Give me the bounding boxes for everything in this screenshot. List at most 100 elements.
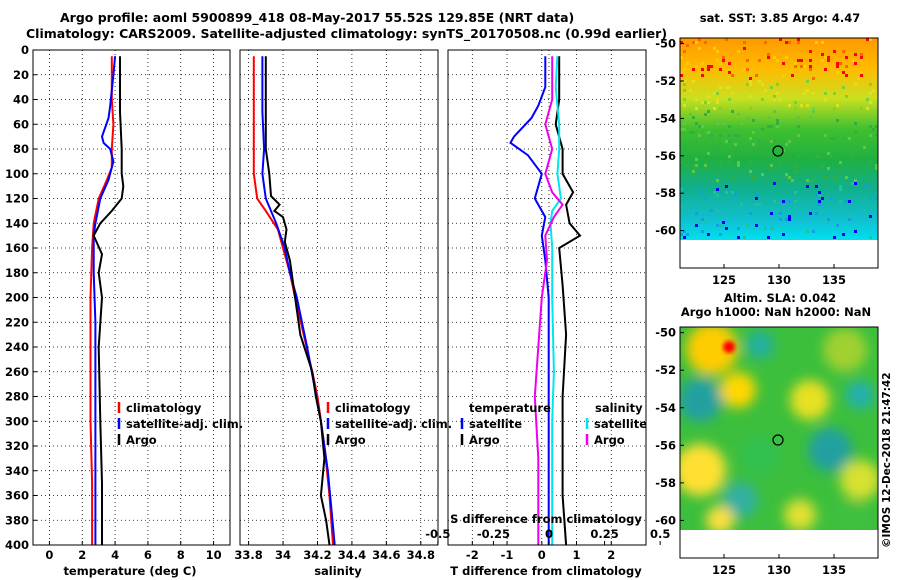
sst-pixel bbox=[695, 164, 698, 167]
sst-pixel bbox=[875, 167, 878, 170]
sst-pixel bbox=[695, 158, 698, 161]
sst-pixel bbox=[773, 182, 776, 185]
sst-pixel bbox=[836, 65, 839, 68]
sst-pixel bbox=[794, 62, 797, 65]
sst-pixel bbox=[734, 143, 737, 146]
sst-pixel bbox=[734, 194, 737, 197]
sst-pixel bbox=[707, 65, 710, 68]
sst-pixel bbox=[797, 59, 800, 62]
map-y-tick-label: -56 bbox=[655, 149, 676, 163]
sst-pixel bbox=[824, 98, 827, 101]
sst-pixel bbox=[824, 68, 827, 71]
sst-pixel bbox=[797, 38, 800, 41]
map-y-tick-label: -60 bbox=[655, 224, 676, 238]
x-tick-label: 2 bbox=[78, 548, 86, 562]
sst-pixel bbox=[755, 74, 758, 77]
sst-pixel bbox=[728, 71, 731, 74]
x-tick-label: -2 bbox=[466, 548, 479, 562]
sst-pixel bbox=[683, 80, 686, 83]
sst-pixel bbox=[800, 104, 803, 107]
sst-pixel bbox=[833, 176, 836, 179]
sst-pixel bbox=[725, 191, 728, 194]
x-tick-label: 34.4 bbox=[338, 548, 366, 562]
sst-pixel bbox=[857, 119, 860, 122]
sst-pixel bbox=[860, 74, 863, 77]
sst-pixel bbox=[683, 236, 686, 239]
sst-pixel bbox=[869, 236, 872, 239]
sst-pixel bbox=[755, 203, 758, 206]
sst-pixel bbox=[767, 125, 770, 128]
sst-pixel bbox=[749, 107, 752, 110]
sst-pixel bbox=[845, 56, 848, 59]
sst-pixel bbox=[716, 101, 719, 104]
sst-pixel bbox=[788, 149, 791, 152]
sst-pixel bbox=[854, 179, 857, 182]
sst-pixel bbox=[851, 182, 854, 185]
sst-pixel bbox=[707, 110, 710, 113]
temperature-panel: 0204060801001201401601802002202402602803… bbox=[5, 43, 243, 578]
series-line-satellite-adj.-clim. bbox=[261, 56, 336, 546]
sst-pixel bbox=[707, 131, 710, 134]
legend-s-argo: Argo bbox=[594, 433, 625, 447]
sst-pixel bbox=[698, 47, 701, 50]
sst-pixel bbox=[863, 209, 866, 212]
sst-pixel bbox=[815, 212, 818, 215]
sst-pixel bbox=[794, 170, 797, 173]
sst-pixel bbox=[797, 155, 800, 158]
sst-pixel bbox=[806, 179, 809, 182]
sst-pixel bbox=[692, 170, 695, 173]
sst-pixel bbox=[716, 50, 719, 53]
map-y-tick-label: -60 bbox=[655, 513, 676, 527]
sst-pixel bbox=[776, 119, 779, 122]
sst-pixel bbox=[731, 191, 734, 194]
sst-pixel bbox=[839, 161, 842, 164]
sst-pixel bbox=[701, 62, 704, 65]
sst-pixel bbox=[707, 68, 710, 71]
sst-pixel bbox=[686, 62, 689, 65]
series-line-satellite-adj.-clim. bbox=[92, 56, 117, 545]
sst-pixel bbox=[728, 140, 731, 143]
sst-pixel bbox=[710, 134, 713, 137]
sst-pixel bbox=[683, 89, 686, 92]
x-tick-label: 0 bbox=[45, 548, 53, 562]
sst-pixel bbox=[686, 233, 689, 236]
salinity-xlabel: salinity bbox=[314, 564, 362, 578]
sst-pixel bbox=[704, 221, 707, 224]
sst-pixel bbox=[776, 125, 779, 128]
sst-pixel bbox=[842, 50, 845, 53]
sst-pixel bbox=[695, 140, 698, 143]
x-tick-label: 6 bbox=[144, 548, 152, 562]
sla-blob bbox=[808, 428, 852, 472]
sst-pixel bbox=[860, 53, 863, 56]
sst-pixel bbox=[731, 152, 734, 155]
sst-pixel bbox=[842, 137, 845, 140]
sst-pixel bbox=[716, 209, 719, 212]
sst-pixel bbox=[707, 152, 710, 155]
sst-pixel bbox=[827, 221, 830, 224]
sst-pixel bbox=[875, 197, 878, 200]
sst-pixel bbox=[866, 185, 869, 188]
sst-pixel bbox=[683, 68, 686, 71]
x-tick-label: 33.8 bbox=[234, 548, 262, 562]
sst-pixel bbox=[827, 167, 830, 170]
sst-pixel bbox=[788, 200, 791, 203]
sst-argo-marker bbox=[772, 145, 784, 157]
legend-satellite-adj: satellite-adj. clim. bbox=[126, 417, 243, 431]
sst-pixel bbox=[695, 107, 698, 110]
sst-pixel bbox=[812, 92, 815, 95]
sst-pixel bbox=[713, 173, 716, 176]
sst-pixel bbox=[836, 71, 839, 74]
sst-pixel bbox=[788, 176, 791, 179]
sst-pixel bbox=[770, 140, 773, 143]
sst-pixel bbox=[725, 140, 728, 143]
x-tick-label: 4 bbox=[111, 548, 119, 562]
legend-satellite-adj-s: satellite-adj. clim. bbox=[335, 417, 452, 431]
sst-pixel bbox=[719, 161, 722, 164]
sst-pixel bbox=[848, 215, 851, 218]
sst-pixel bbox=[761, 173, 764, 176]
sst-pixel bbox=[770, 227, 773, 230]
sst-pixel bbox=[692, 80, 695, 83]
y-tick-label: 300 bbox=[5, 414, 29, 428]
sst-pixel bbox=[683, 98, 686, 101]
sla-blob bbox=[706, 506, 734, 530]
